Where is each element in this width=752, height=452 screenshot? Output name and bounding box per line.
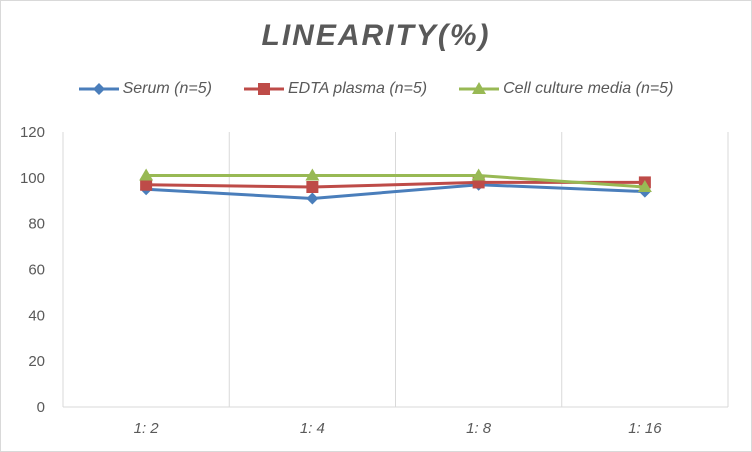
legend-item: Cell culture media (n=5) — [459, 80, 673, 98]
data-point-cell — [139, 168, 154, 181]
series-line-serum — [146, 183, 645, 200]
data-point-serum — [306, 192, 319, 205]
y-tick-label: 120 — [20, 124, 45, 141]
data-point-edta — [306, 181, 319, 193]
legend-item: EDTA plasma (n=5) — [243, 80, 428, 98]
x-tick-label: 1: 16 — [628, 420, 662, 437]
legend-item: Serum (n=5) — [78, 80, 212, 98]
y-tick-label: 80 — [28, 216, 45, 233]
square-marker-icon — [243, 83, 284, 95]
legend-label: Cell culture media (n=5) — [503, 80, 674, 97]
data-point-edta — [140, 178, 153, 191]
x-tick-label: 1: 8 — [466, 420, 492, 437]
y-tick-label: 100 — [20, 170, 45, 187]
y-tick-label: 60 — [28, 262, 45, 279]
legend-label: Serum (n=5) — [122, 80, 212, 97]
x-tick-label: 1: 2 — [134, 420, 160, 437]
diamond-marker-icon — [78, 83, 119, 95]
data-point-cell — [305, 168, 320, 181]
y-tick-label: 20 — [28, 353, 45, 370]
triangle-marker-icon — [459, 82, 500, 94]
series-line-cell — [146, 174, 645, 189]
data-point-cell — [637, 180, 652, 192]
x-tick-label: 1: 4 — [300, 420, 325, 437]
chart-title: LINEARITY(%) — [261, 19, 491, 52]
legend-label: EDTA plasma (n=5) — [287, 80, 428, 97]
y-tick-label: 40 — [28, 307, 45, 324]
y-tick-label: 0 — [37, 399, 45, 416]
legend: Serum (n=5) EDTA plasma (n=5) Cell culture… — [1, 80, 751, 98]
data-point-cell — [471, 168, 486, 181]
